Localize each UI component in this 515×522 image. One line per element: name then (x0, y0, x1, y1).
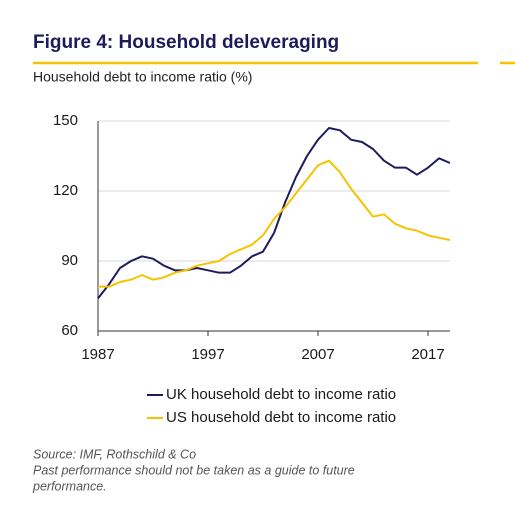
chart-subtitle: Household debt to income ratio (%) (33, 69, 252, 85)
series-line (98, 159, 451, 288)
y-tick-label: 120 (53, 182, 78, 199)
chart-title: Figure 4: Household deleveraging (33, 32, 339, 53)
legend-label: UK household debt to income ratio (166, 386, 396, 403)
source-note: performance. (32, 479, 107, 493)
x-tick-label: 2017 (411, 346, 444, 363)
legend-label: US household debt to income ratio (166, 409, 396, 426)
x-tick-label: 2007 (301, 346, 334, 363)
y-tick-label: 60 (61, 322, 78, 339)
x-tick-label: 1987 (81, 346, 114, 363)
y-tick-label: 90 (61, 252, 78, 269)
series-line (97, 127, 451, 299)
y-tick-label: 150 (53, 112, 78, 129)
source-note: Past performance should not be taken as … (33, 463, 355, 477)
x-tick-label: 1997 (191, 346, 224, 363)
source-note: Source: IMF, Rothschild & Co (33, 447, 196, 461)
